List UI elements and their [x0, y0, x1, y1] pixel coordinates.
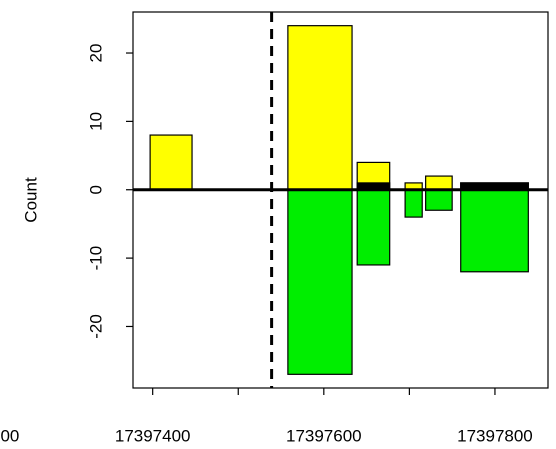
bar: [356, 189, 391, 266]
bar: [460, 189, 529, 273]
x-tick-label: 17397600: [286, 426, 362, 445]
bar: [149, 134, 193, 191]
bar: [287, 25, 353, 191]
bar: [287, 189, 353, 375]
bar: [404, 189, 423, 218]
y-tick-label: -10: [86, 246, 105, 271]
x-tick-label: 17397200: [0, 426, 19, 445]
x-tick-label: 17397800: [457, 426, 533, 445]
bar: [425, 189, 453, 211]
plot-box: [132, 11, 549, 389]
y-axis-label: Count: [21, 177, 40, 223]
x-tick-label: 17397400: [115, 426, 191, 445]
y-tick-label: -20: [86, 314, 105, 339]
y-tick-label: 10: [86, 112, 105, 131]
bar: [425, 175, 453, 191]
y-tick-label: 0: [86, 185, 105, 194]
y-tick-label: 20: [86, 44, 105, 63]
